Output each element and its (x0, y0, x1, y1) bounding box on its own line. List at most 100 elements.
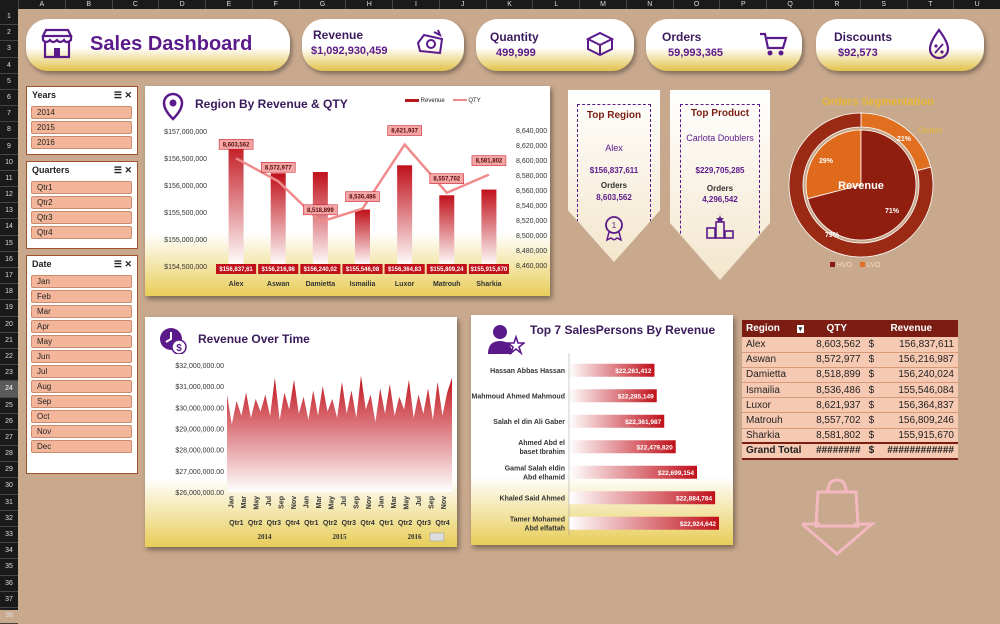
y-tick-label: Abd elhamid (523, 474, 565, 481)
slicer-item[interactable]: 2016 (31, 136, 132, 149)
year-tick-label: 2014 (258, 533, 273, 541)
slicer-item[interactable]: Jul (31, 365, 132, 378)
slicer-item[interactable]: Jun (31, 350, 132, 363)
revenue-bar (270, 173, 286, 266)
slicer-header: Years ☰ ✕ (27, 87, 137, 104)
slicer-item[interactable]: Sep (31, 395, 132, 408)
clear-filter-icon[interactable]: ☰ ✕ (113, 259, 132, 269)
quarter-tick-label: Qtr2 (398, 520, 413, 527)
clear-filter-icon[interactable]: ☰ ✕ (113, 90, 132, 100)
column-header-cell: L (532, 0, 579, 9)
qty-data-label: 8,536,486 (349, 195, 376, 201)
svg-text:1: 1 (612, 221, 617, 230)
slicer-item[interactable]: Dec (31, 440, 132, 453)
top-product-revenue: $229,705,285 (695, 166, 745, 175)
bar-data-label: $156,240,02 (304, 267, 338, 273)
y2-tick-label: 8,480,000 (516, 248, 547, 255)
currency-cell: $ (864, 352, 879, 368)
top-region-name: Alex (605, 143, 623, 153)
slicer-title: Years (32, 90, 57, 100)
salesperson-star-icon (488, 325, 525, 356)
filter-dropdown-icon[interactable]: ▾ (796, 325, 805, 333)
table-row: Sharkia 8,581,802 $155,915,670 (742, 428, 958, 444)
row-header-cell: 32 (0, 511, 18, 527)
orders-label: Orders (706, 184, 734, 193)
slicer-item[interactable]: Apr (31, 320, 132, 333)
chart-title: Region By Revenue & QTY (195, 97, 348, 111)
column-header-cell: J (438, 0, 486, 9)
slicer-item[interactable]: Qtr4 (31, 226, 132, 239)
kpi-label: Discounts (834, 30, 893, 44)
currency-cell: $ (864, 412, 879, 429)
qty-cell: 8,557,702 (809, 412, 865, 429)
slicer-item[interactable]: Nov (31, 425, 132, 438)
collapse-button (429, 532, 445, 542)
qty-data-label: 8,572,977 (265, 165, 292, 171)
bar-label-bg (468, 264, 509, 274)
kpi-value: $92,573 (838, 47, 878, 59)
slicer-item[interactable]: 2014 (31, 106, 132, 119)
column-header-cell: P (719, 0, 766, 9)
qty-data-label: 8,518,899 (307, 208, 334, 214)
row-header-cell: 13 (0, 203, 18, 220)
y-tick-label: Tamer Mohamed (510, 516, 565, 523)
grand-total-row: Grand Total ######## $ ############ (742, 442, 958, 460)
y2-tick-label: 8,640,000 (516, 128, 547, 135)
bar-label-bg (426, 264, 467, 274)
slicer-item[interactable]: Oct (31, 410, 132, 423)
region-cell: Luxor (742, 397, 810, 414)
quarter-tick-label: Qtr3 (342, 520, 357, 527)
total-revenue: ############ (878, 442, 958, 460)
slicer-item[interactable]: 2015 (31, 121, 132, 134)
top-product-title: Top Product (690, 108, 750, 119)
podium-icon (706, 215, 734, 239)
y-tick-label: $155,000,000 (164, 237, 207, 244)
row-header-cell: 17 (0, 268, 18, 285)
x-tick-label: Sharkia (476, 281, 501, 288)
quarter-tick-label: Qtr2 (323, 520, 338, 527)
qty-cell: 8,536,486 (809, 382, 865, 399)
row-header-cell: 25 (0, 398, 18, 414)
region-cell: Ismailia (742, 382, 810, 399)
row-header-cell: 31 (0, 495, 18, 511)
slicer-title: Quarters (32, 165, 70, 175)
qty-cell: 8,518,899 (809, 367, 865, 384)
currency-cell: $ (864, 397, 879, 414)
row-header-cell: 18 (0, 284, 18, 301)
y-tick-label: $156,500,000 (164, 156, 207, 163)
slicer-item[interactable]: Jan (31, 275, 132, 288)
y-tick-label: Hassan Abbas Hassan (490, 368, 565, 375)
quarter-tick-label: Qtr1 (379, 520, 394, 527)
clear-filter-icon[interactable]: ☰ ✕ (113, 165, 132, 175)
slicer-item[interactable]: Feb (31, 290, 132, 303)
slicer-item[interactable]: Mar (31, 305, 132, 318)
month-tick-label: Jul (416, 496, 423, 506)
y2-tick-label: 8,600,000 (516, 158, 547, 165)
col-revenue: Revenue (864, 320, 958, 337)
kpi-label: Orders (662, 30, 702, 44)
month-tick-label: Mar (391, 496, 398, 509)
award-icon: 1 (605, 216, 623, 242)
currency-cell: $ (864, 428, 879, 444)
slicer-item[interactable]: Aug (31, 380, 132, 393)
location-pin-icon (162, 92, 184, 121)
revenue-cell: 156,364,837 (878, 397, 958, 414)
slicer-item[interactable]: May (31, 335, 132, 348)
salespersons-panel: Top 7 SalesPersons By Revenue Hassan Abb… (471, 315, 733, 545)
month-tick-label: Jul (266, 496, 273, 506)
row-header-cell: 15 (0, 236, 18, 252)
row-header-cell: 16 (0, 252, 18, 268)
kpi-quantity-card: Quantity 499,999 (476, 19, 634, 71)
slicer-header: Date ☰ ✕ (27, 256, 137, 273)
total-currency: $ (864, 442, 879, 460)
slicer-item[interactable]: Qtr2 (31, 196, 132, 209)
col-region[interactable]: Region ▾ (742, 320, 810, 337)
slicer-title: Date (32, 259, 52, 269)
y2-tick-label: 8,560,000 (516, 188, 547, 195)
column-header-cell: S (859, 0, 907, 9)
month-tick-label: Jan (303, 496, 310, 508)
page-title: Sales Dashboard (90, 33, 253, 55)
slicer-item[interactable]: Qtr1 (31, 181, 132, 194)
kpi-orders-card: Orders 59,993,365 (646, 19, 802, 71)
slicer-item[interactable]: Qtr3 (31, 211, 132, 224)
